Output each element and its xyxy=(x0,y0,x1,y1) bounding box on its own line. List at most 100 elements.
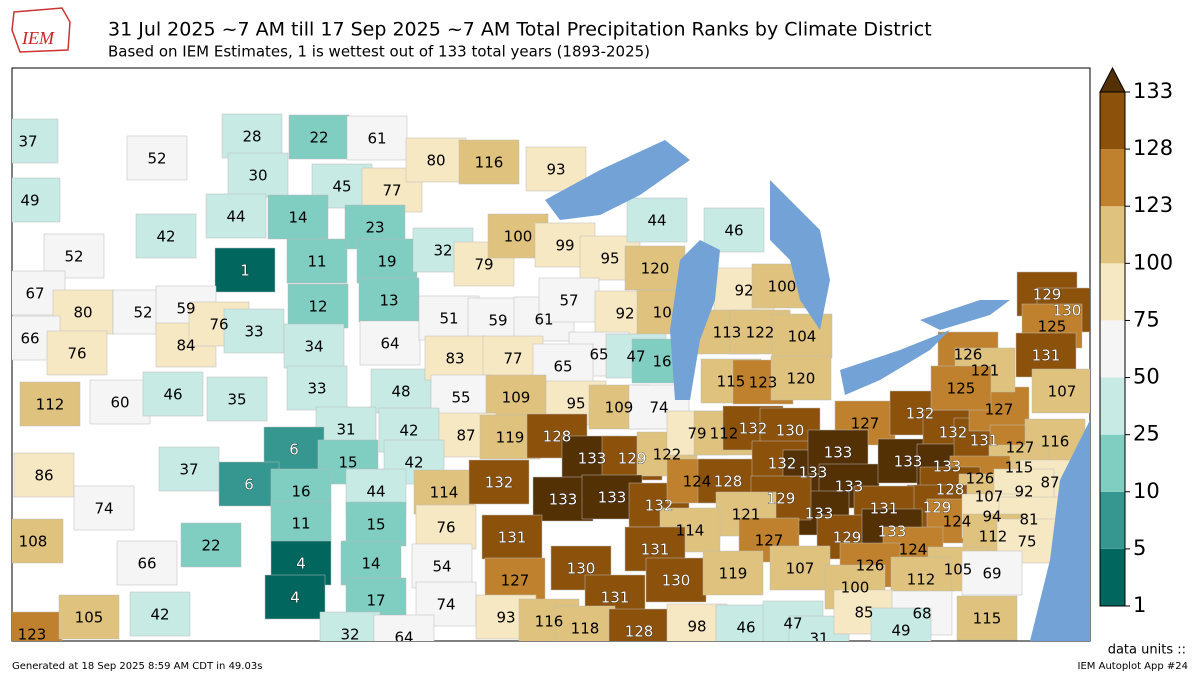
colorbar-tick-label: 10 xyxy=(1133,479,1160,503)
district-rank: 116 xyxy=(535,613,564,631)
district-rank: 133 xyxy=(835,478,864,496)
district xyxy=(214,247,276,293)
district-rank: 52 xyxy=(147,150,166,168)
district-rank: 76 xyxy=(67,345,86,363)
district xyxy=(458,139,520,185)
district-rank: 114 xyxy=(676,522,705,540)
district-rank: 87 xyxy=(456,427,475,445)
district-rank: 37 xyxy=(18,133,37,151)
district-rank: 120 xyxy=(641,260,670,278)
district-rank: 132 xyxy=(739,420,768,438)
district xyxy=(930,365,992,411)
district-rank: 59 xyxy=(176,300,195,318)
district xyxy=(624,245,686,291)
district-rank: 119 xyxy=(719,565,748,583)
district xyxy=(13,452,75,498)
district-rank: 93 xyxy=(496,609,515,627)
district-rank: 115 xyxy=(717,373,746,391)
district xyxy=(73,485,135,531)
colorbar-tick-label: 50 xyxy=(1133,365,1160,389)
district-rank: 132 xyxy=(768,455,797,473)
district-rank: 107 xyxy=(975,488,1004,506)
district-rank: 79 xyxy=(474,256,493,274)
district xyxy=(142,371,204,417)
district-rank: 129 xyxy=(833,529,862,547)
district xyxy=(286,365,348,411)
district-rank: 126 xyxy=(966,470,995,488)
district-rank: 121 xyxy=(971,362,1000,380)
district xyxy=(484,557,546,603)
district-rank: 81 xyxy=(1019,511,1038,529)
district-rank: 76 xyxy=(209,316,228,334)
district-rank: 122 xyxy=(746,324,775,342)
district-rank: 14 xyxy=(361,555,380,573)
colorbar-extend xyxy=(1099,66,1126,93)
district-rank: 133 xyxy=(878,523,907,541)
district-rank: 65 xyxy=(553,358,572,376)
district-rank: 35 xyxy=(227,391,246,409)
district xyxy=(270,500,332,546)
district xyxy=(485,374,547,420)
district-rank: 16 xyxy=(291,483,310,501)
district-rank: 128 xyxy=(936,481,965,499)
district-rank: 83 xyxy=(445,350,464,368)
district-rank: 133 xyxy=(933,458,962,476)
district-rank: 46 xyxy=(736,619,755,637)
district xyxy=(12,611,63,641)
district-rank: 133 xyxy=(824,444,853,462)
district-rank: 114 xyxy=(430,484,459,502)
district-rank: 122 xyxy=(653,446,682,464)
district-rank: 74 xyxy=(94,500,113,518)
district-rank: 109 xyxy=(502,389,531,407)
district xyxy=(205,193,267,239)
district-rank: 131 xyxy=(1032,347,1061,365)
district-rank: 54 xyxy=(432,558,451,576)
district-rank: 112 xyxy=(907,571,936,589)
colorbar-bin xyxy=(1100,491,1125,549)
district-rank: 42 xyxy=(156,228,175,246)
district-rank: 80 xyxy=(426,152,445,170)
district-rank: 125 xyxy=(1038,318,1067,336)
district-rank: 112 xyxy=(36,396,65,414)
district xyxy=(411,543,473,589)
district-rank: 32 xyxy=(340,626,359,644)
district-rank: 75 xyxy=(1017,533,1036,551)
colorbar-tick-label: 1 xyxy=(1133,593,1146,617)
colorbar: 1 5 10 25 50 75 100 123 128 133 xyxy=(1099,66,1173,617)
district-rank: 51 xyxy=(439,310,458,328)
district-rank: 42 xyxy=(399,422,418,440)
district xyxy=(206,376,268,422)
district-rank: 76 xyxy=(436,519,455,537)
district-rank: 95 xyxy=(566,395,585,413)
district-rank: 44 xyxy=(226,208,245,226)
district-rank: 32 xyxy=(433,242,452,260)
district-rank: 112 xyxy=(710,425,739,443)
district-rank: 121 xyxy=(732,506,761,524)
district-rank: 47 xyxy=(626,348,645,366)
district-rank: 74 xyxy=(649,399,668,417)
colorbar-tick-label: 133 xyxy=(1133,79,1173,103)
district-rank: 115 xyxy=(1005,459,1034,477)
logo: IEM xyxy=(11,7,71,53)
district-rank: 131 xyxy=(970,432,999,450)
district xyxy=(288,114,350,160)
district xyxy=(46,330,108,376)
district-rank: 126 xyxy=(954,346,983,364)
district xyxy=(430,374,492,420)
colorbar-tick-label: 5 xyxy=(1133,536,1146,560)
district-rank: 98 xyxy=(687,618,706,636)
district xyxy=(283,323,345,369)
district xyxy=(608,608,670,641)
district-rank: 11 xyxy=(307,253,326,271)
district-rank: 79 xyxy=(687,425,706,443)
district-rank: 66 xyxy=(20,330,39,348)
colorbar-tick-label: 123 xyxy=(1133,193,1173,217)
district-rank: 108 xyxy=(19,533,48,551)
district xyxy=(870,607,932,641)
district-rank: 113 xyxy=(713,324,742,342)
colorbar-frame xyxy=(1099,91,1126,607)
district-rank: 95 xyxy=(600,250,619,268)
district-rank: 118 xyxy=(571,620,600,638)
district xyxy=(158,446,220,492)
district-rank: 19 xyxy=(377,253,396,271)
